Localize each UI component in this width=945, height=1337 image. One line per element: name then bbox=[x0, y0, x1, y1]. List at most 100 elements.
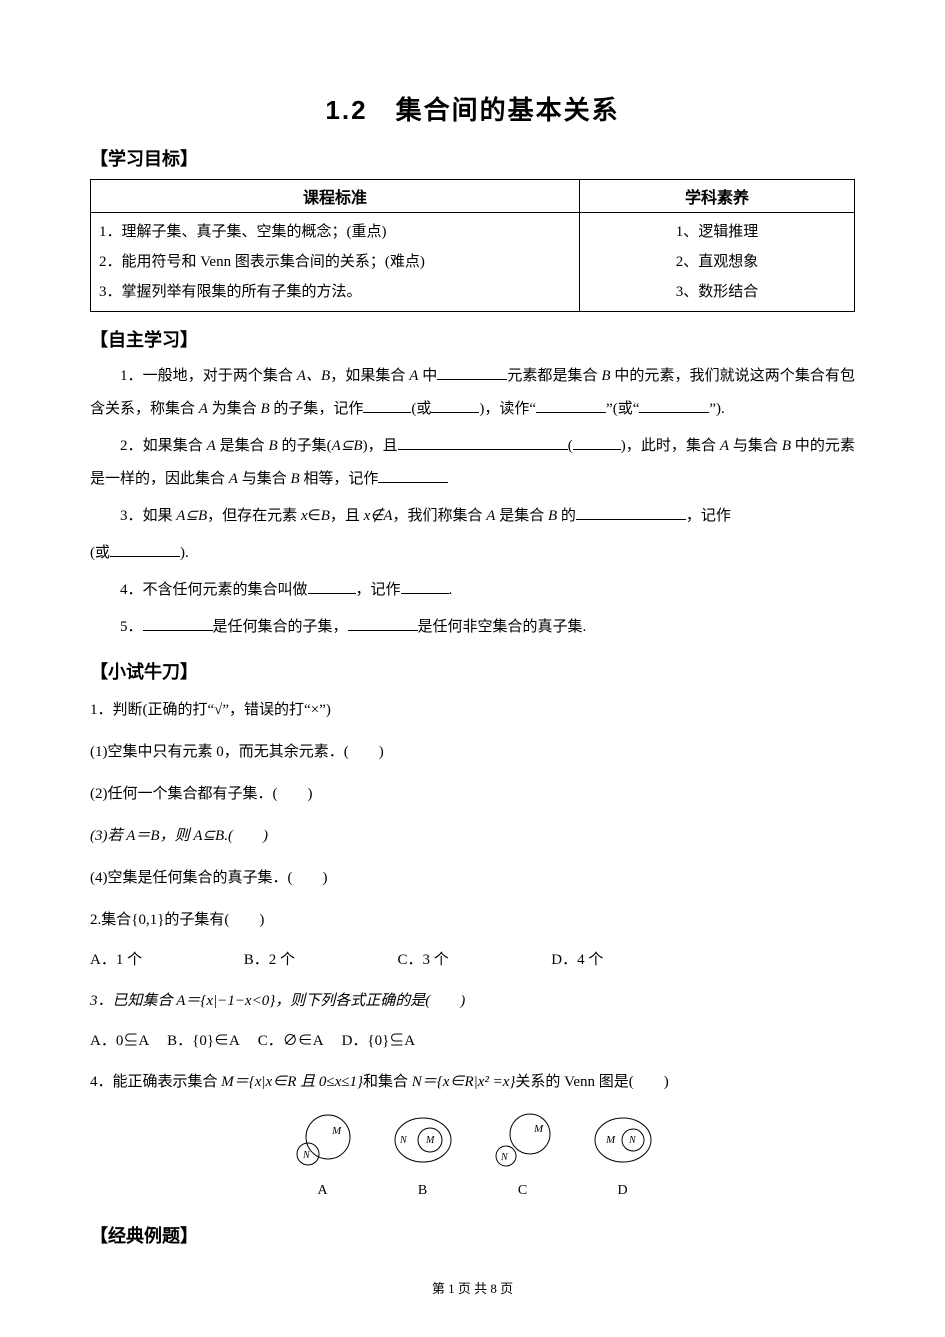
quiz-q2-D: D．4 个 bbox=[551, 944, 701, 977]
p2-t9: 与集合 bbox=[238, 471, 291, 487]
p3-t6: 的 bbox=[557, 508, 576, 524]
selfstudy-p5: 5． 是任何集合的子集， 是任何非空集合的真子集. bbox=[90, 611, 855, 644]
blank bbox=[348, 617, 418, 632]
venn-C-M-label: M bbox=[533, 1123, 544, 1135]
quiz-q3-stem-txt: 3．已知集合 A＝{x|−1−x<0}，则下列各式正确的是( ) bbox=[90, 993, 465, 1009]
p1-t2: ，如果集合 bbox=[330, 368, 409, 384]
p3-t3: ，且 bbox=[330, 508, 364, 524]
q4-n: N bbox=[412, 1074, 422, 1090]
quiz-q3-A: A．0⊆A bbox=[90, 1033, 148, 1049]
p2-sub: A⊆B bbox=[332, 438, 363, 454]
objectives-right-3: 3、数形结合 bbox=[588, 277, 846, 307]
p2-a: A bbox=[207, 438, 216, 454]
p3-x: x bbox=[301, 508, 308, 524]
venn-B: N M B bbox=[388, 1110, 458, 1208]
blank bbox=[573, 436, 621, 451]
quiz-q1-stem: 1．判断(正确的打“√”，错误的打“×”) bbox=[90, 692, 855, 728]
venn-D: M N D bbox=[588, 1110, 658, 1208]
quiz-q3-C: C．∅∈A bbox=[258, 1033, 323, 1049]
p2-b: B bbox=[269, 438, 278, 454]
venn-D-label: D bbox=[588, 1174, 658, 1208]
venn-B-M-label: M bbox=[425, 1135, 435, 1146]
p3-sub: A⊆B bbox=[176, 508, 207, 524]
p4-lead: 4．不含任何元素的集合叫做 bbox=[120, 582, 308, 598]
objectives-right-cell: 1、逻辑推理 2、直观想象 3、数形结合 bbox=[579, 213, 854, 312]
p2-a3: A bbox=[229, 471, 238, 487]
p1-t6: 为集合 bbox=[208, 401, 261, 417]
q4-md: ＝{x|x∈R 且 0≤x≤1} bbox=[234, 1074, 363, 1090]
q4-and: 和集合 bbox=[363, 1074, 412, 1090]
venn-D-M-label: M bbox=[605, 1134, 616, 1146]
q4-nd: ＝{x∈R|x² =x} bbox=[422, 1074, 516, 1090]
quiz-q3-choices: A．0⊆A B．{0}∈A C．∅∈A D．{0}⊆A bbox=[90, 1025, 855, 1058]
p1-t11: ”). bbox=[709, 401, 724, 417]
venn-C-label: C bbox=[488, 1174, 558, 1208]
p5-t3: 是任何非空集合的真子集. bbox=[418, 619, 587, 635]
venn-C-N-label: N bbox=[500, 1152, 509, 1163]
quiz-q1-2: (2)任何一个集合都有子集．( ) bbox=[90, 776, 855, 812]
p1-t7: 的子集，记作 bbox=[270, 401, 364, 417]
quiz-q2-choices: A．1 个 B．2 个 C．3 个 D．4 个 bbox=[90, 944, 855, 977]
p5-lead: 5． bbox=[120, 619, 143, 635]
p2-t4: )，且 bbox=[363, 438, 398, 454]
blank bbox=[437, 366, 507, 381]
objectives-left-3: 3．掌握列举有限集的所有子集的方法。 bbox=[99, 277, 571, 307]
blank bbox=[401, 580, 449, 595]
quiz-q2-B: B．2 个 bbox=[244, 944, 394, 977]
quiz-q1-4: (4)空集是任何集合的真子集．( ) bbox=[90, 860, 855, 896]
p1-ab: A、B bbox=[297, 368, 330, 384]
p3-b: B bbox=[321, 508, 330, 524]
venn-B-svg: N M bbox=[388, 1110, 458, 1170]
selfstudy-p2: 2．如果集合 A 是集合 B 的子集(A⊆B)，且()，此时，集合 A 与集合 … bbox=[90, 430, 855, 496]
blank bbox=[639, 399, 709, 414]
objectives-right-1: 1、逻辑推理 bbox=[588, 217, 846, 247]
p2-b2: B bbox=[782, 438, 791, 454]
quiz-q3-D: D．{0}⊆A bbox=[342, 1033, 416, 1049]
quiz-body: 1．判断(正确的打“√”，错误的打“×”) (1)空集中只有元素 0，而无其余元… bbox=[90, 692, 855, 1208]
blank bbox=[143, 617, 213, 632]
p3-b2: B bbox=[548, 508, 557, 524]
blank bbox=[398, 436, 568, 451]
p3-in: ∈ bbox=[308, 508, 321, 524]
selfstudy-p3b: (或). bbox=[90, 537, 855, 570]
quiz-q2-A: A．1 个 bbox=[90, 944, 240, 977]
quiz-q1-1: (1)空集中只有元素 0，而无其余元素．( ) bbox=[90, 734, 855, 770]
blank bbox=[363, 399, 411, 414]
objectives-header-right: 学科素养 bbox=[579, 180, 854, 213]
venn-diagrams: M N A N M B M bbox=[90, 1110, 855, 1208]
p1-lead: 1．一般地，对于两个集合 bbox=[120, 368, 297, 384]
p5-t2: 是任何集合的子集， bbox=[213, 619, 348, 635]
p3-lead: 3．如果 bbox=[120, 508, 176, 524]
venn-A-N-label: N bbox=[302, 1150, 311, 1161]
p3-t9: ). bbox=[180, 545, 189, 561]
quiz-q4-stem: 4．能正确表示集合 M＝{x|x∈R 且 0≤x≤1}和集合 N＝{x∈R|x²… bbox=[90, 1064, 855, 1100]
blank bbox=[308, 580, 356, 595]
selfstudy-p3: 3．如果 A⊆B，但存在元素 x∈B，且 x∉A，我们称集合 A 是集合 B 的… bbox=[90, 500, 855, 533]
p2-t6: )，此时，集合 bbox=[621, 438, 720, 454]
blank bbox=[431, 399, 479, 414]
objectives-right-2: 2、直观想象 bbox=[588, 247, 846, 277]
blank bbox=[110, 543, 180, 558]
p3-t8: (或 bbox=[90, 545, 110, 561]
p1-a2: A bbox=[199, 401, 208, 417]
p2-t10: 相等，记作 bbox=[300, 471, 379, 487]
section-examples-heading: 【经典例题】 bbox=[90, 1222, 855, 1248]
selfstudy-body: 1．一般地，对于两个集合 A、B，如果集合 A 中元素都是集合 B 中的元素，我… bbox=[90, 360, 855, 644]
quiz-q1-3: (3)若 A＝B，则 A⊆B.( ) bbox=[90, 818, 855, 854]
section-quiz-heading: 【小试牛刀】 bbox=[90, 658, 855, 684]
section-selfstudy-heading: 【自主学习】 bbox=[90, 326, 855, 352]
objectives-table: 课程标准 学科素养 1．理解子集、真子集、空集的概念；(重点) 2．能用符号和 … bbox=[90, 179, 855, 312]
venn-B-label: B bbox=[388, 1174, 458, 1208]
venn-A: M N A bbox=[288, 1110, 358, 1208]
q4-tail: 关系的 Venn 图是( ) bbox=[515, 1074, 668, 1090]
venn-A-label: A bbox=[288, 1174, 358, 1208]
p1-t8: (或 bbox=[411, 401, 431, 417]
quiz-q3-B: B．{0}∈A bbox=[167, 1033, 239, 1049]
page-title: 1.2 集合间的基本关系 bbox=[90, 90, 855, 127]
objectives-header-left: 课程标准 bbox=[91, 180, 580, 213]
selfstudy-p4: 4．不含任何元素的集合叫做，记作. bbox=[90, 574, 855, 607]
p1-t3: 中 bbox=[418, 368, 437, 384]
venn-A-svg: M N bbox=[288, 1110, 358, 1170]
venn-B-N-label: N bbox=[399, 1135, 408, 1146]
quiz-q3-stem: 3．已知集合 A＝{x|−1−x<0}，则下列各式正确的是( ) bbox=[90, 983, 855, 1019]
